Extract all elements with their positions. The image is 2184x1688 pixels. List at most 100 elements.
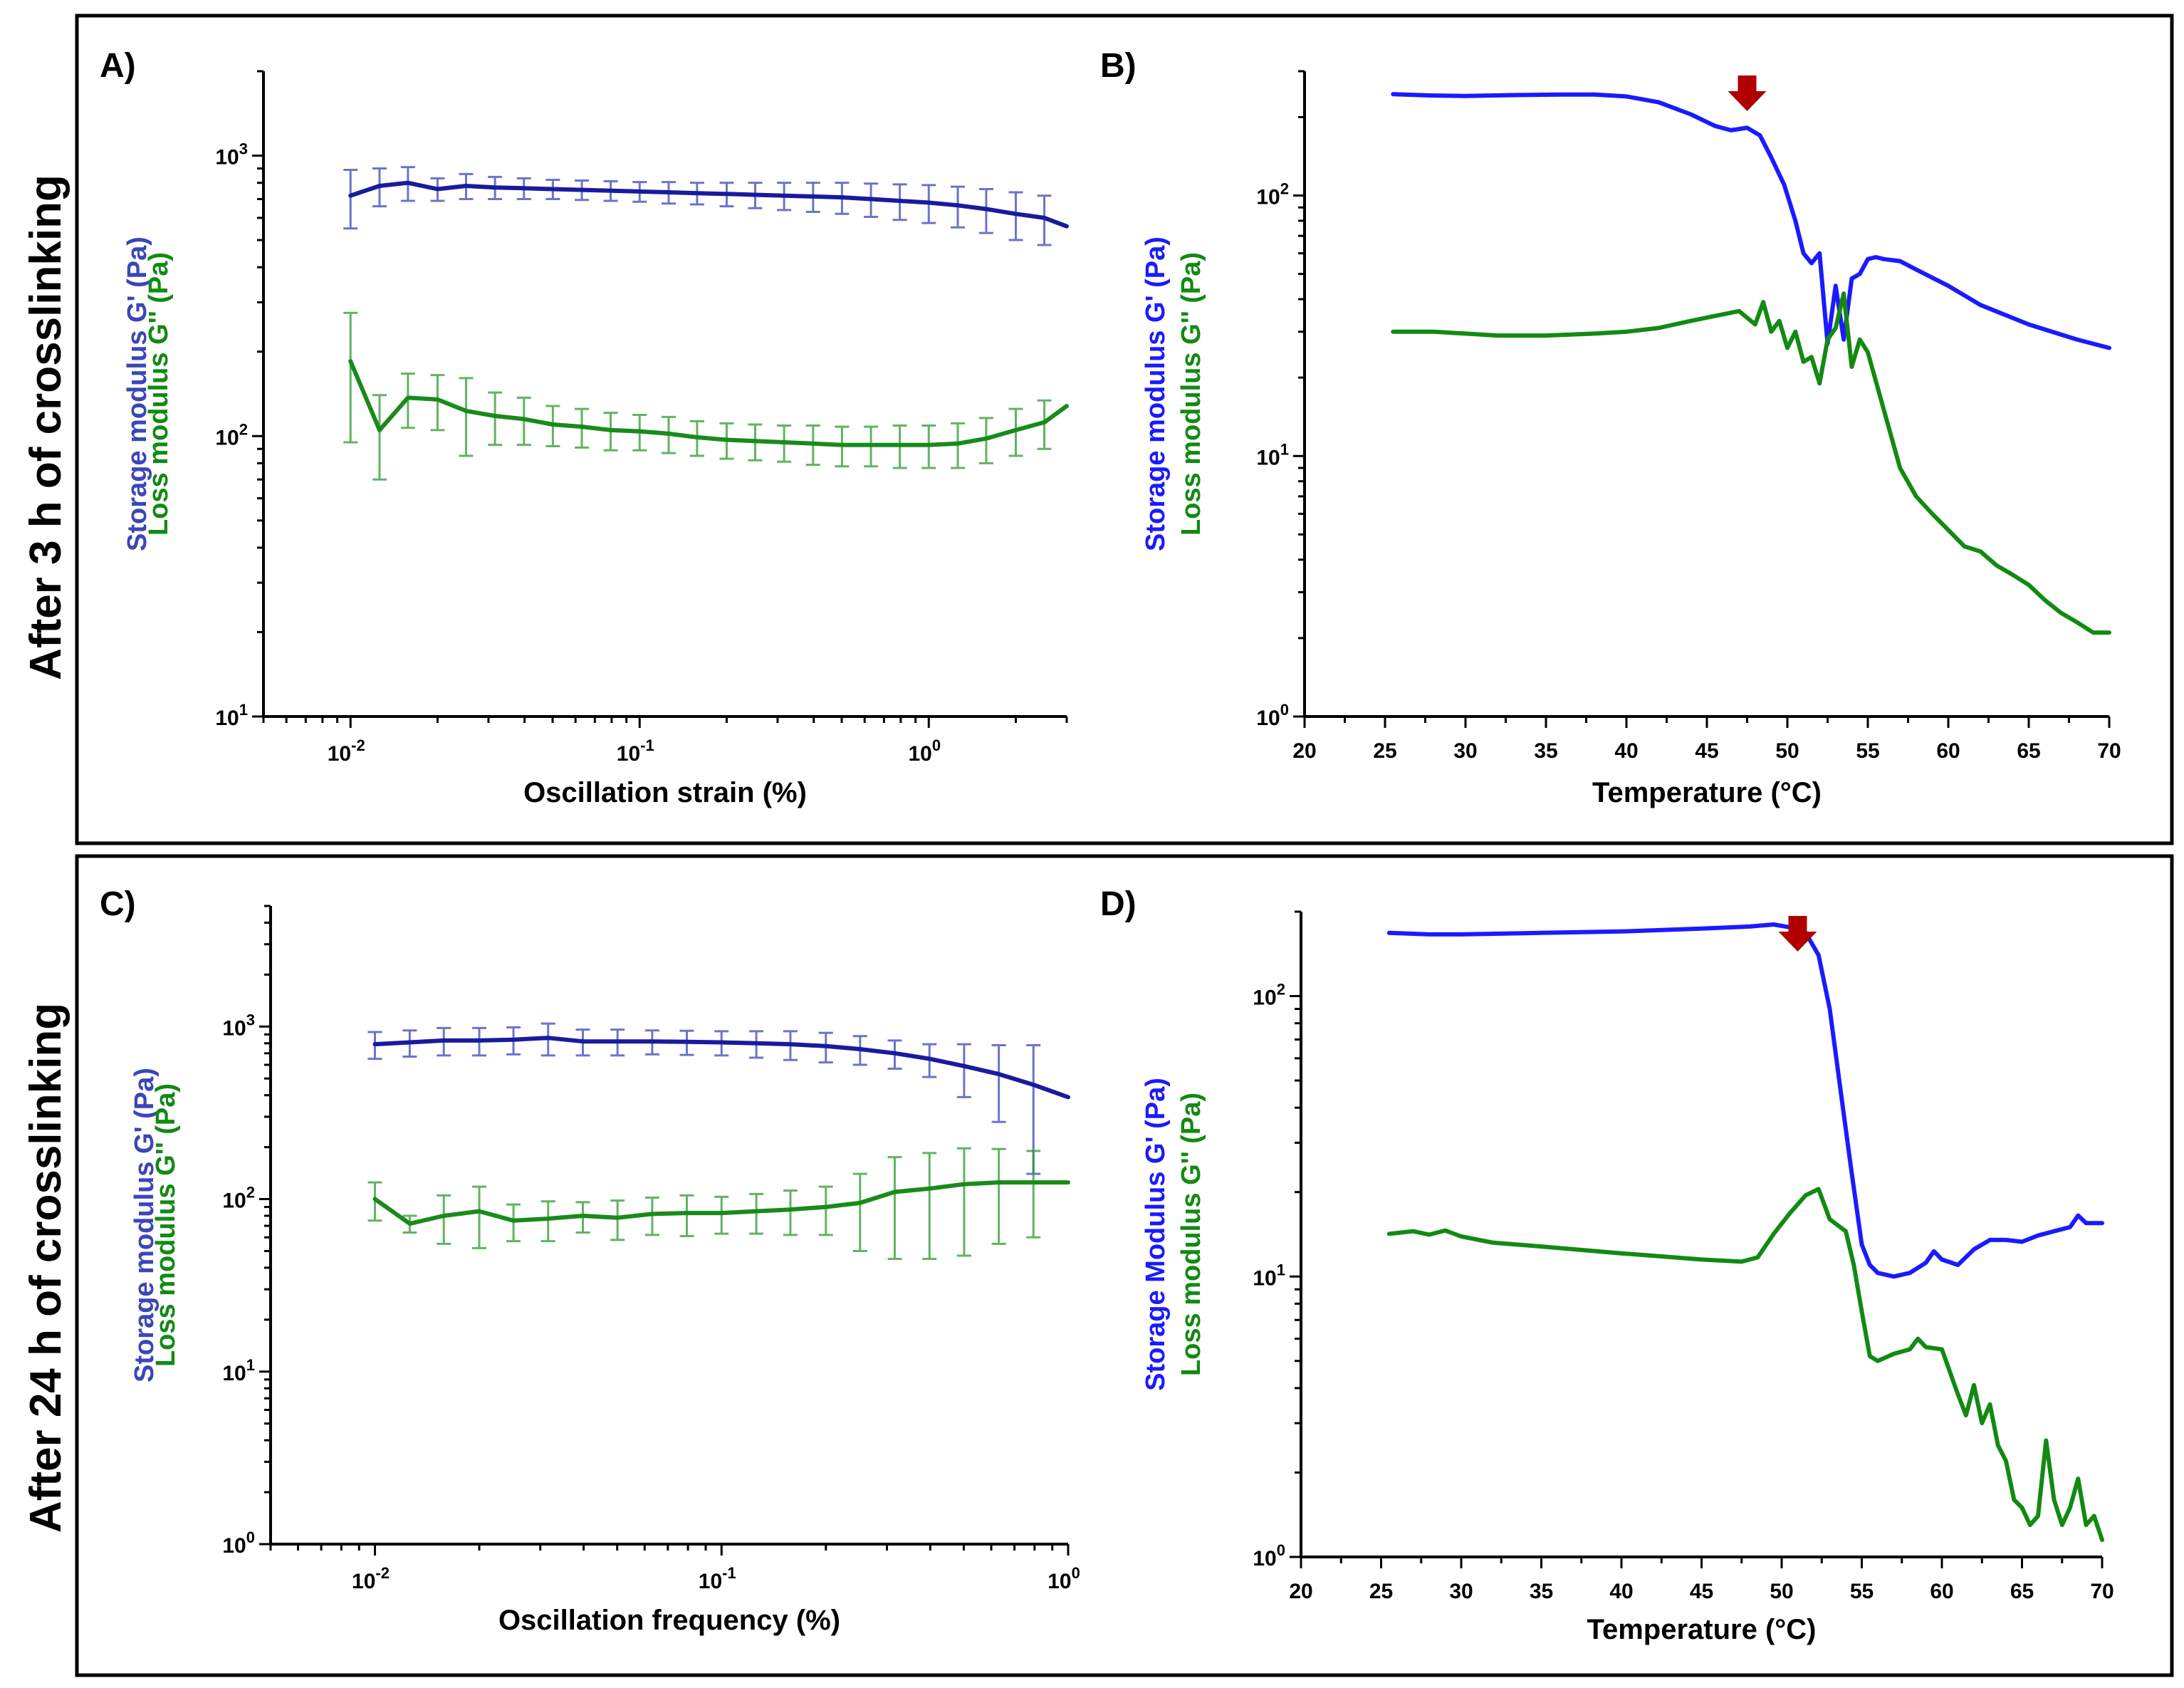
error-bar: [818, 1185, 833, 1236]
error-bar: [1037, 194, 1052, 246]
top-row-frame: [75, 14, 2174, 845]
y-tick-label: 100: [1253, 1541, 1285, 1570]
y-tick-label: 103: [222, 1011, 255, 1040]
x-tick-label: 60: [1936, 739, 1960, 763]
error-bar: [372, 394, 387, 481]
x-tick-label: 65: [2010, 1580, 2034, 1603]
x-tick-label: 35: [1534, 739, 1557, 763]
y-tick-label: 100: [222, 1528, 255, 1558]
row-title-3h: After 3 h of crosslinking: [21, 174, 70, 680]
error-bar: [991, 1147, 1006, 1245]
x-tick-label: 50: [1770, 1580, 1793, 1603]
y-tick-label: 103: [215, 140, 248, 170]
x-axis-label: Temperature (°C): [1592, 777, 1822, 808]
y-tick-label: 102: [1253, 981, 1285, 1010]
error-bar: [540, 1200, 555, 1243]
x-tick-label: 10-1: [617, 736, 654, 766]
storage-modulus-line: [1386, 922, 2104, 1279]
x-tick-label: 40: [1609, 1580, 1633, 1603]
loss-modulus-line: [348, 359, 1069, 447]
x-tick-label: 30: [1453, 739, 1477, 763]
x-axis-label: Oscillation strain (%): [523, 777, 807, 808]
panel-d: D) 100 101 102 20 25 30 35 40 45 50 55 60 65 70 Tempera…: [1100, 885, 2114, 1645]
error-bar: [887, 1156, 902, 1261]
error-bar: [472, 1185, 487, 1249]
y-tick-label: 102: [215, 420, 248, 449]
storage-modulus-line: [372, 1036, 1070, 1100]
x-tick-label: 55: [1856, 739, 1879, 763]
error-bar: [506, 1203, 521, 1243]
x-tick-label: 70: [2090, 1580, 2114, 1603]
panel-a: A) 101 102 103 10-2 10-1 100 Oscillation strain…: [100, 47, 1069, 808]
error-bar: [991, 1043, 1006, 1123]
error-bar: [783, 1189, 798, 1236]
x-tick-label: 55: [1850, 1580, 1874, 1603]
error-bar: [714, 1195, 729, 1235]
y-axis-label-storage: Storage Modulus G' (Pa): [1141, 1078, 1171, 1391]
y-tick-label: 102: [1256, 180, 1289, 209]
error-bar: [430, 374, 445, 432]
y-tick-label: 101: [215, 701, 248, 730]
y-axis-label-loss: Loss modulus G'' (Pa): [144, 252, 174, 536]
transition-arrow-icon: [1778, 916, 1817, 952]
x-tick-label: 35: [1530, 1580, 1553, 1603]
x-tick-label: 60: [1930, 1580, 1953, 1603]
x-tick-label: 25: [1373, 739, 1396, 763]
x-tick-label: 10-1: [699, 1564, 736, 1593]
storage-modulus-line: [348, 180, 1069, 229]
y-axis-label-storage: Storage modulus G' (Pa): [122, 236, 152, 551]
error-bar: [1037, 399, 1052, 450]
error-bar: [1008, 191, 1023, 241]
y-axis-label-loss: Loss modulus G'' (Pa): [1176, 1093, 1206, 1376]
y-tick-label: 102: [222, 1184, 255, 1213]
storage-modulus-line: [1391, 92, 2111, 350]
panel-letter: A): [100, 47, 136, 85]
transition-arrow-icon: [1728, 75, 1767, 111]
error-bar: [459, 377, 474, 457]
error-bar: [956, 1043, 971, 1098]
y-axis-label-loss: Loss modulus G'' (Pa): [151, 1083, 181, 1367]
x-tick-label: 100: [908, 736, 941, 766]
x-tick-label: 20: [1289, 1580, 1312, 1603]
y-tick-label: 101: [1256, 440, 1289, 469]
x-tick-label: 65: [2017, 739, 2040, 763]
x-tick-label: 45: [1695, 739, 1718, 763]
panel-letter: D): [1100, 885, 1137, 923]
y-axis-label-storage: Storage modulus G' (Pa): [1141, 236, 1171, 551]
error-bar: [1008, 407, 1023, 457]
y-axis-label-storage: Storage modulus G' (Pa): [130, 1068, 160, 1382]
x-tick-label: 20: [1292, 739, 1316, 763]
error-bar: [343, 311, 358, 444]
error-bar: [516, 396, 531, 447]
error-bar: [956, 1147, 971, 1257]
x-tick-label: 70: [2097, 739, 2121, 763]
error-bar: [343, 168, 358, 230]
error-bar: [1026, 1150, 1041, 1239]
x-tick-label: 40: [1614, 739, 1638, 763]
x-axis-label: Oscillation frequency (%): [498, 1605, 840, 1636]
error-bar: [488, 391, 503, 447]
y-tick-label: 101: [1253, 1261, 1285, 1290]
bottom-row-frame: [75, 854, 2174, 1677]
x-tick-label: 10-2: [352, 1564, 390, 1593]
x-tick-label: 50: [1775, 739, 1799, 763]
error-bar: [644, 1196, 659, 1236]
loss-modulus-line: [1386, 1187, 2104, 1543]
error-bar: [852, 1172, 867, 1252]
y-tick-label: 100: [1256, 701, 1289, 730]
loss-modulus-line: [372, 1180, 1070, 1226]
x-tick-label: 10-2: [328, 736, 365, 766]
panel-letter: C): [100, 885, 136, 923]
loss-modulus-line: [1391, 291, 2111, 635]
y-axis-label-loss: Loss modulus G'' (Pa): [1176, 252, 1206, 536]
x-tick-label: 45: [1690, 1580, 1713, 1603]
panel-c: C) 100 101 102 103 10-2 10-1 100 Oscillation fre…: [100, 885, 1080, 1636]
x-tick-label: 30: [1449, 1580, 1473, 1603]
panel-b: B) 100 101 102 20 25 30 35 40 45 50 55 60 65 70 Tempera…: [1100, 47, 2121, 808]
x-tick-label: 25: [1369, 1580, 1393, 1603]
error-bar: [679, 1194, 694, 1238]
x-tick-label: 100: [1047, 1564, 1080, 1593]
error-bar: [749, 1192, 764, 1235]
error-bar: [610, 1199, 625, 1241]
